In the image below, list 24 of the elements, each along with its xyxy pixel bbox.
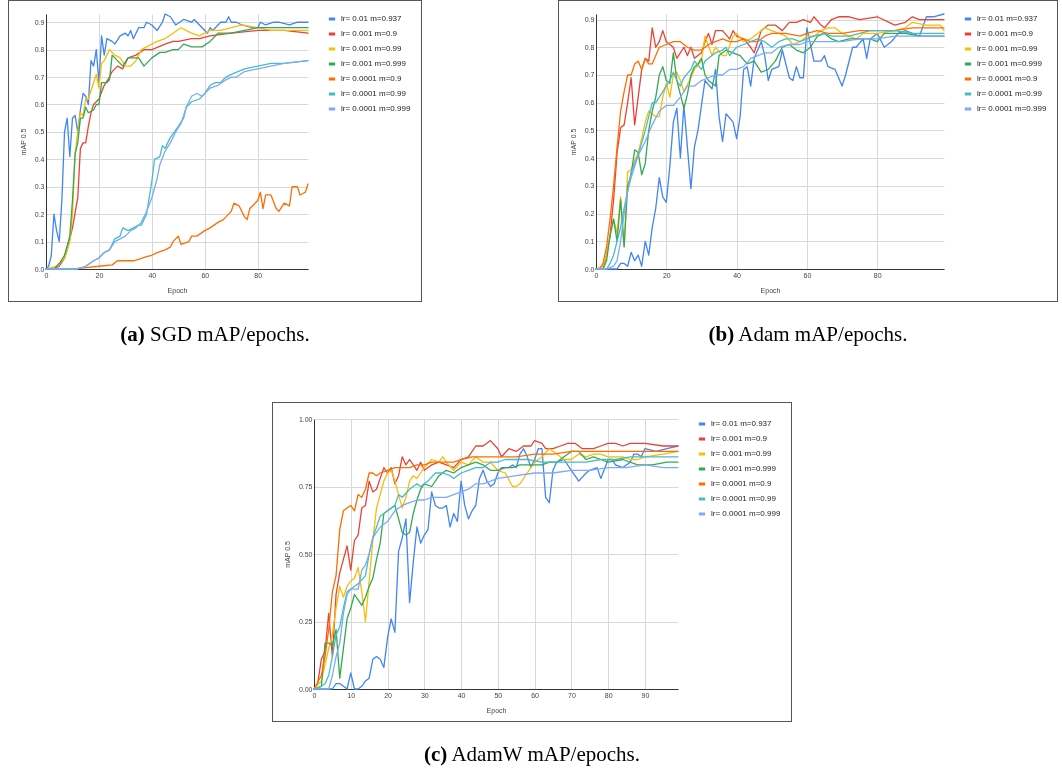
text: (c) AdamW mAP/epochs.	[423, 742, 641, 767]
legend-label: lr= 0.001 m=0.9	[711, 434, 768, 443]
legend-label: lr= 0.01 m=0.937	[711, 419, 773, 428]
legend-label: lr= 0.0001 m=0.9	[977, 74, 1039, 83]
legend-label: lr= 0.0001 m=0.99	[341, 89, 407, 98]
legend-label: lr= 0.0001 m=0.999	[977, 104, 1047, 113]
legend-label: lr= 0.01 m=0.937	[341, 14, 403, 23]
legend-label: lr= 0.001 m=0.9	[341, 29, 398, 38]
legend-label: lr= 0.001 m=0.9	[977, 29, 1034, 38]
legend-label: lr= 0.001 m=0.999	[341, 59, 407, 68]
legend-label: lr= 0.001 m=0.999	[977, 59, 1043, 68]
legend-label: lr= 0.0001 m=0.9	[341, 74, 403, 83]
legend-label: lr= 0.001 m=0.99	[977, 44, 1039, 53]
legend-label: lr= 0.001 m=0.99	[711, 449, 773, 458]
legend-label: lr= 0.01 m=0.937	[977, 14, 1039, 23]
legend-label: lr= 0.0001 m=0.9	[711, 479, 773, 488]
legend-label: lr= 0.0001 m=0.99	[711, 494, 777, 503]
legend-label: lr= 0.001 m=0.99	[341, 44, 403, 53]
text: (a) SGD mAP/epochs.	[119, 322, 311, 347]
legend-label: lr= 0.0001 m=0.999	[711, 509, 781, 518]
legend-label: lr= 0.001 m=0.999	[711, 464, 777, 473]
legend-label: lr= 0.0001 m=0.999	[341, 104, 411, 113]
legend-label: lr= 0.0001 m=0.99	[977, 89, 1043, 98]
text: (b) Adam mAP/epochs.	[707, 322, 909, 347]
